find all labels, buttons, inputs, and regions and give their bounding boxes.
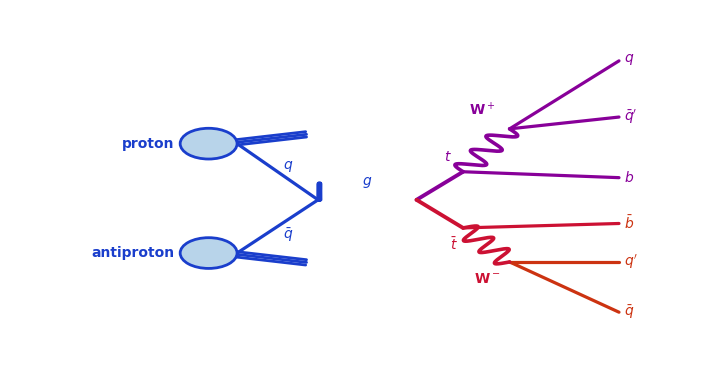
- Text: $\bar{b}$: $\bar{b}$: [625, 215, 635, 232]
- Text: g: g: [363, 174, 371, 188]
- Text: $\bar{q}$: $\bar{q}$: [283, 227, 293, 244]
- Text: t: t: [444, 151, 450, 164]
- Circle shape: [180, 238, 237, 268]
- Text: q: q: [625, 51, 633, 65]
- Text: antiproton: antiproton: [92, 246, 174, 260]
- Text: $q'$: $q'$: [625, 253, 638, 271]
- Text: b: b: [625, 170, 633, 185]
- Text: $\bar{q}$: $\bar{q}$: [625, 303, 635, 321]
- Text: q: q: [283, 158, 292, 172]
- Circle shape: [180, 128, 237, 159]
- Text: W$^-$: W$^-$: [474, 272, 501, 286]
- Text: proton: proton: [122, 137, 174, 151]
- Text: W$^+$: W$^+$: [469, 101, 496, 119]
- Text: $\bar{q}'$: $\bar{q}'$: [625, 108, 638, 126]
- Text: $\bar{t}$: $\bar{t}$: [450, 236, 457, 253]
